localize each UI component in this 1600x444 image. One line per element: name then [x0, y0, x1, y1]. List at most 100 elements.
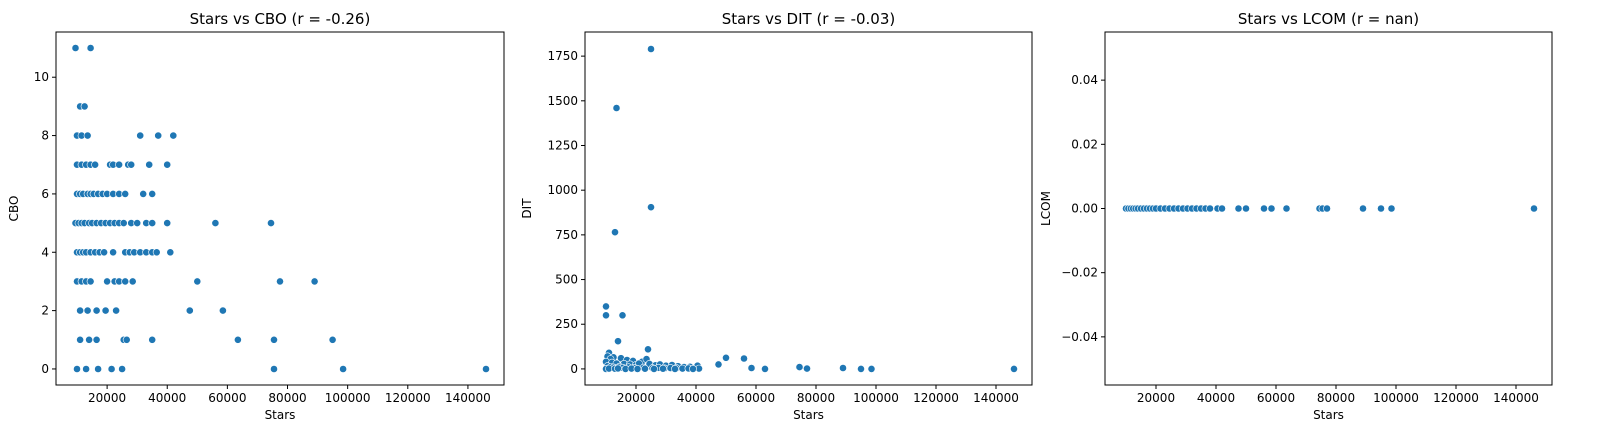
x-tick-label: 40000	[677, 391, 715, 405]
x-tick-label: 60000	[208, 391, 246, 405]
x-tick-label: 40000	[148, 391, 186, 405]
data-point	[211, 219, 220, 227]
y-tick-label: 0	[570, 362, 578, 376]
chart-title: Stars vs CBO (r = -0.26)	[190, 10, 371, 28]
data-point	[1530, 204, 1538, 213]
data-point	[618, 311, 627, 320]
data-point	[270, 335, 278, 344]
data-point	[91, 160, 99, 169]
y-tick-label: 500	[555, 273, 578, 287]
x-tick-label: 120000	[385, 391, 431, 405]
chart-panel-3: 20000 40000 60000 80000 100000 120000 140000 −0…	[1039, 10, 1553, 422]
data-point	[100, 248, 108, 257]
chart-panel-2: 20000 40000 60000 80000 100000 120000 140000 0 2…	[520, 10, 1033, 422]
data-point	[276, 277, 284, 286]
data-point	[115, 160, 123, 169]
plot-frame	[55, 31, 505, 386]
chart-title: Stars vs LCOM (r = nan)	[1238, 10, 1419, 28]
data-point	[1359, 204, 1367, 213]
data-point	[71, 44, 80, 52]
y-tick-label: 2	[41, 304, 49, 318]
y-tick-label: 6	[41, 187, 49, 201]
x-tick-label: 140000	[445, 391, 491, 405]
data-point	[76, 335, 84, 344]
data-point	[127, 160, 136, 169]
data-point	[867, 364, 876, 373]
data-point	[803, 364, 811, 373]
data-point	[73, 365, 81, 373]
x-tick-label: 120000	[1433, 391, 1479, 405]
data-point	[689, 364, 697, 373]
data-point	[722, 353, 730, 362]
data-point	[109, 248, 117, 257]
data-point	[795, 363, 804, 371]
y-tick-label: 1000	[547, 183, 578, 197]
data-point	[614, 337, 622, 346]
x-tick-label: 80000	[1317, 391, 1355, 405]
data-point	[82, 365, 90, 373]
data-point	[80, 102, 89, 111]
data-point	[85, 335, 93, 344]
data-point	[614, 364, 622, 373]
data-point	[740, 354, 748, 363]
data-point	[1234, 204, 1243, 213]
data-point	[152, 248, 161, 257]
data-point	[112, 306, 120, 315]
data-point	[136, 131, 145, 140]
x-tick-label: 100000	[1373, 391, 1419, 405]
x-tick-label: 60000	[1257, 391, 1295, 405]
x-tick-label: 140000	[973, 391, 1019, 405]
y-tick-label: 8	[41, 129, 49, 143]
y-tick-label: 1250	[547, 138, 578, 152]
data-point	[1218, 204, 1226, 213]
data-point	[83, 306, 92, 315]
x-tick-label: 100000	[325, 391, 371, 405]
data-point	[339, 365, 347, 373]
data-point	[163, 219, 172, 227]
x-tick-label: 120000	[913, 391, 959, 405]
data-point	[650, 364, 658, 373]
data-point	[1010, 364, 1018, 373]
data-point	[612, 104, 621, 112]
data-point	[647, 203, 655, 212]
x-axis-label: Stars	[1313, 408, 1344, 422]
data-point	[602, 302, 610, 311]
data-point	[86, 277, 95, 286]
data-point	[128, 277, 137, 286]
data-point	[611, 228, 619, 237]
data-point	[233, 335, 242, 344]
data-point	[76, 306, 84, 315]
data-point	[148, 335, 157, 344]
data-point	[145, 160, 154, 169]
x-tick-label: 100000	[853, 391, 899, 405]
y-tick-label: 0.00	[1071, 202, 1098, 216]
x-tick-label: 80000	[268, 391, 306, 405]
y-tick-label: 0.04	[1071, 73, 1098, 87]
y-tick-label: 4	[41, 245, 49, 259]
data-point	[1267, 204, 1276, 213]
data-point	[270, 365, 278, 373]
y-tick-label: 1750	[547, 49, 578, 63]
x-axis-label: Stars	[793, 408, 824, 422]
x-tick-label: 20000	[1137, 391, 1175, 405]
data-point	[92, 335, 101, 344]
data-point	[482, 365, 490, 373]
data-point	[121, 277, 130, 286]
y-tick-label: 1500	[547, 94, 578, 108]
x-tick-label: 40000	[1197, 391, 1235, 405]
data-point	[86, 44, 95, 52]
data-point	[121, 189, 130, 198]
plot-frame	[584, 31, 1033, 386]
data-point	[122, 335, 131, 344]
data-point	[83, 131, 92, 140]
y-tick-label: 0.02	[1071, 137, 1098, 151]
data-point	[166, 248, 175, 257]
data-point	[1282, 204, 1291, 213]
data-point	[118, 365, 126, 373]
data-point	[857, 364, 865, 373]
y-tick-label: 0	[41, 362, 49, 376]
chart-panel-1: 20000 40000 60000 80000 100000 120000 140000 0 2…	[7, 10, 505, 422]
data-point	[193, 277, 202, 286]
data-point	[185, 306, 194, 315]
